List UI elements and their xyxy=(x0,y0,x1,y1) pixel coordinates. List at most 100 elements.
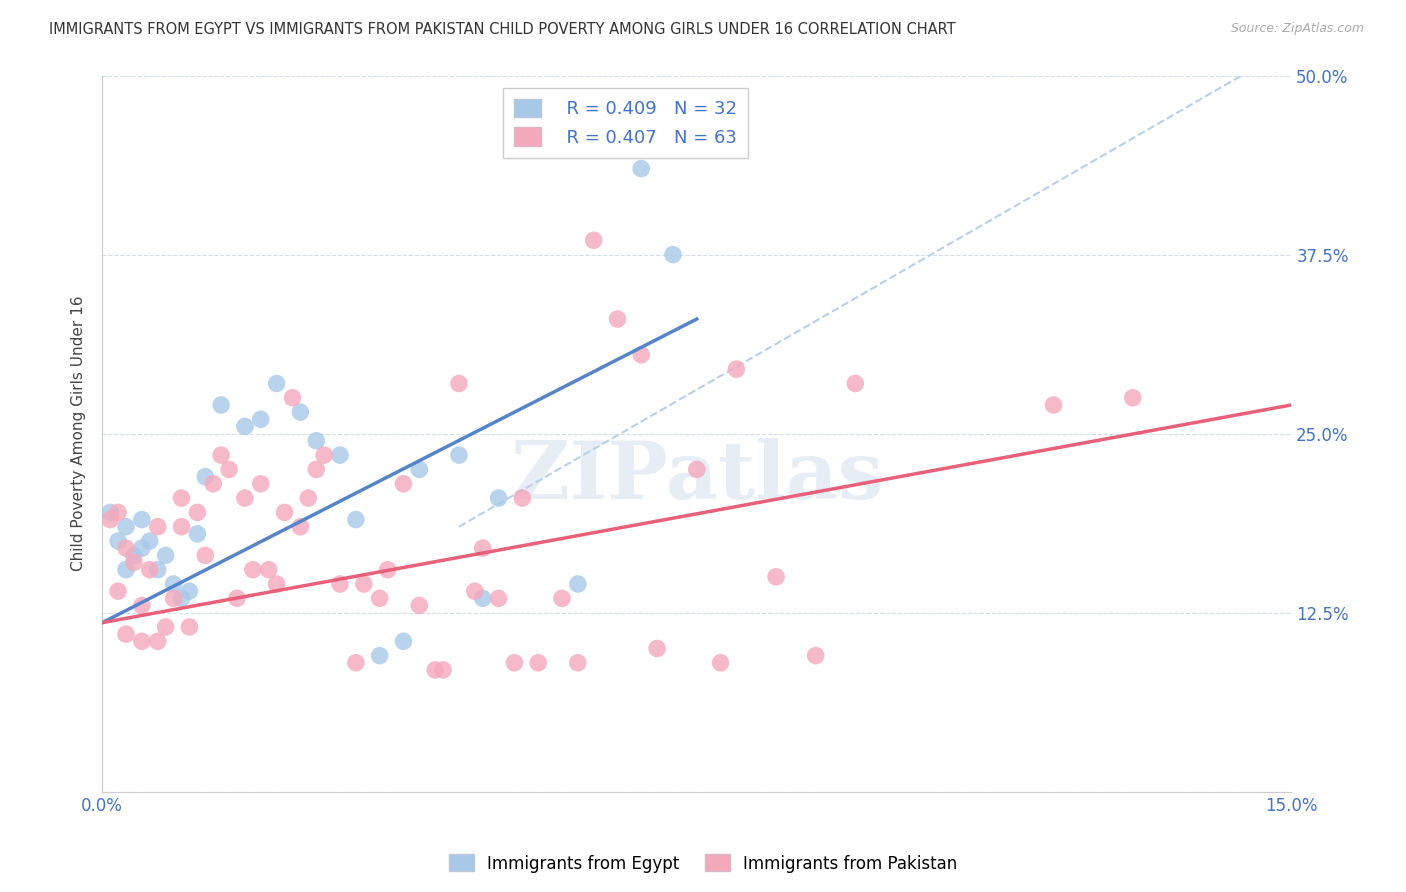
Point xyxy=(408,599,430,613)
Point xyxy=(170,519,193,533)
Point xyxy=(290,405,312,419)
Point xyxy=(686,462,709,476)
Point xyxy=(242,563,264,577)
Point xyxy=(447,448,470,462)
Point xyxy=(131,634,153,648)
Point xyxy=(122,549,145,563)
Point xyxy=(804,648,827,663)
Point xyxy=(567,577,589,591)
Y-axis label: Child Poverty Among Girls Under 16: Child Poverty Among Girls Under 16 xyxy=(72,296,86,572)
Point xyxy=(1122,391,1144,405)
Point xyxy=(146,634,169,648)
Point xyxy=(662,247,685,261)
Point xyxy=(266,577,288,591)
Point xyxy=(146,519,169,533)
Point xyxy=(392,634,415,648)
Point xyxy=(162,591,184,606)
Legend:   R = 0.409   N = 32,   R = 0.407   N = 63: R = 0.409 N = 32, R = 0.407 N = 63 xyxy=(503,88,748,158)
Point xyxy=(329,577,352,591)
Point xyxy=(209,398,232,412)
Point xyxy=(353,577,375,591)
Point xyxy=(844,376,866,391)
Point xyxy=(98,505,121,519)
Point xyxy=(725,362,748,376)
Point xyxy=(281,391,304,405)
Point xyxy=(194,469,217,483)
Point xyxy=(329,448,352,462)
Point xyxy=(155,620,177,634)
Point xyxy=(139,534,162,549)
Point xyxy=(115,627,138,641)
Point xyxy=(170,491,193,505)
Point xyxy=(567,656,589,670)
Point xyxy=(314,448,336,462)
Point xyxy=(488,591,510,606)
Point xyxy=(377,563,399,577)
Point xyxy=(305,462,328,476)
Point xyxy=(186,505,208,519)
Point xyxy=(488,491,510,505)
Point xyxy=(162,577,184,591)
Point xyxy=(606,312,628,326)
Point xyxy=(179,620,201,634)
Point xyxy=(582,233,605,247)
Point xyxy=(115,541,138,556)
Point xyxy=(139,563,162,577)
Point xyxy=(202,476,225,491)
Point xyxy=(266,376,288,391)
Point xyxy=(512,491,534,505)
Point xyxy=(273,505,295,519)
Point xyxy=(527,656,550,670)
Point xyxy=(368,648,391,663)
Point xyxy=(344,512,367,526)
Point xyxy=(471,541,494,556)
Point xyxy=(368,591,391,606)
Point xyxy=(290,519,312,533)
Point xyxy=(107,534,129,549)
Point xyxy=(233,419,256,434)
Point xyxy=(765,570,787,584)
Point xyxy=(233,491,256,505)
Point xyxy=(98,512,121,526)
Point xyxy=(226,591,249,606)
Point xyxy=(179,584,201,599)
Point xyxy=(249,412,271,426)
Point xyxy=(630,161,652,176)
Point xyxy=(408,462,430,476)
Point xyxy=(1042,398,1064,412)
Point xyxy=(305,434,328,448)
Text: IMMIGRANTS FROM EGYPT VS IMMIGRANTS FROM PAKISTAN CHILD POVERTY AMONG GIRLS UNDE: IMMIGRANTS FROM EGYPT VS IMMIGRANTS FROM… xyxy=(49,22,956,37)
Point xyxy=(447,376,470,391)
Text: Source: ZipAtlas.com: Source: ZipAtlas.com xyxy=(1230,22,1364,36)
Point xyxy=(709,656,731,670)
Point xyxy=(344,656,367,670)
Point xyxy=(551,591,574,606)
Point xyxy=(115,563,138,577)
Point xyxy=(131,512,153,526)
Point xyxy=(471,591,494,606)
Point xyxy=(186,527,208,541)
Point xyxy=(194,549,217,563)
Point xyxy=(392,476,415,491)
Text: ZIPatlas: ZIPatlas xyxy=(510,438,883,516)
Point xyxy=(630,348,652,362)
Point xyxy=(146,563,169,577)
Point xyxy=(297,491,319,505)
Point xyxy=(257,563,280,577)
Point xyxy=(432,663,454,677)
Point xyxy=(107,584,129,599)
Point xyxy=(107,505,129,519)
Legend: Immigrants from Egypt, Immigrants from Pakistan: Immigrants from Egypt, Immigrants from P… xyxy=(443,847,963,880)
Point xyxy=(122,556,145,570)
Point xyxy=(131,541,153,556)
Point xyxy=(425,663,447,677)
Point xyxy=(115,519,138,533)
Point xyxy=(218,462,240,476)
Point xyxy=(170,591,193,606)
Point xyxy=(155,549,177,563)
Point xyxy=(645,641,668,656)
Point xyxy=(131,599,153,613)
Point xyxy=(209,448,232,462)
Point xyxy=(503,656,526,670)
Point xyxy=(249,476,271,491)
